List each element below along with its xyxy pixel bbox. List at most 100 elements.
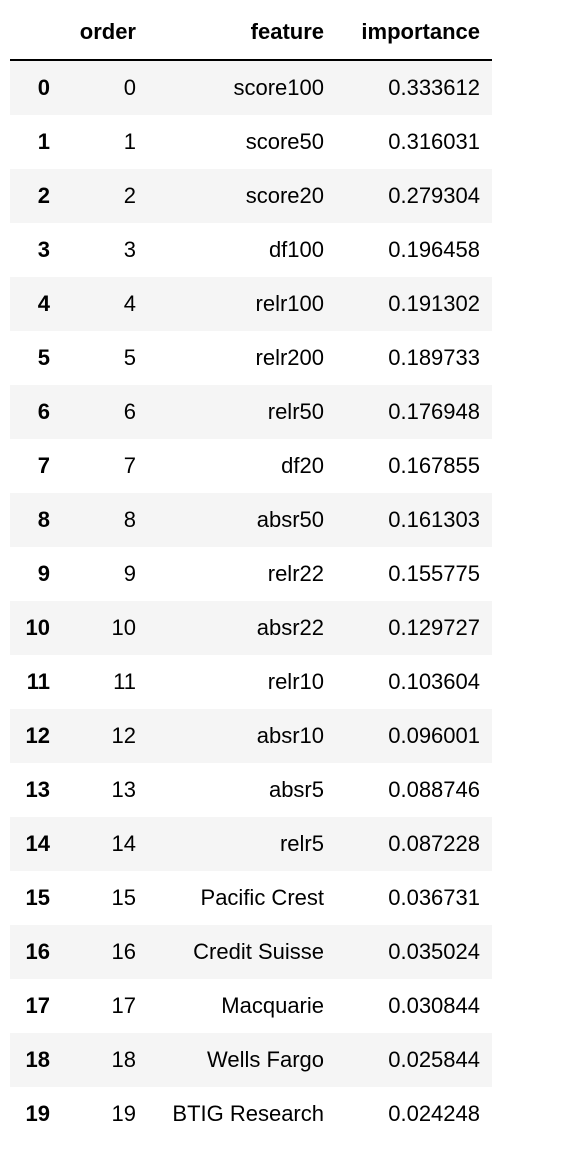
row-index: 17 <box>25 993 50 1018</box>
row-index: 13 <box>25 777 50 802</box>
row-index: 15 <box>25 885 50 910</box>
cell-importance: 0.189733 <box>388 345 480 370</box>
cell-importance: 0.176948 <box>388 399 480 424</box>
row-index: 19 <box>25 1101 50 1126</box>
cell-feature: df100 <box>268 237 324 262</box>
row-index: 3 <box>37 237 50 262</box>
cell-feature: BTIG Research <box>172 1101 324 1126</box>
table-row: 9 9 relr22 0.155775 <box>10 547 492 601</box>
row-index: 5 <box>37 345 50 370</box>
cell-feature: relr50 <box>267 399 324 424</box>
cell-order: 11 <box>113 669 136 694</box>
row-index: 1 <box>37 129 50 154</box>
cell-feature: Pacific Crest <box>200 885 324 910</box>
cell-importance: 0.316031 <box>388 129 480 154</box>
cell-order: 0 <box>123 75 136 100</box>
header-row: order feature importance <box>10 5 492 61</box>
cell-feature: Credit Suisse <box>193 939 324 964</box>
row-index: 10 <box>25 615 50 640</box>
header-index <box>10 5 50 61</box>
table-row: 17 17 Macquarie 0.030844 <box>10 979 492 1033</box>
table-row: 2 2 score20 0.279304 <box>10 169 492 223</box>
table-row: 5 5 relr200 0.189733 <box>10 331 492 385</box>
cell-importance: 0.088746 <box>388 777 480 802</box>
cell-order: 17 <box>111 993 136 1018</box>
table-row: 10 10 absr22 0.129727 <box>10 601 492 655</box>
row-index: 8 <box>37 507 50 532</box>
table-body: 0 0 score100 0.333612 1 1 score50 0.316031 2 2 sco… <box>10 60 492 1141</box>
cell-importance: 0.129727 <box>388 615 480 640</box>
cell-order: 12 <box>111 723 136 748</box>
table-row: 4 4 relr100 0.191302 <box>10 277 492 331</box>
cell-order: 6 <box>123 399 136 424</box>
cell-importance: 0.196458 <box>388 237 480 262</box>
cell-order: 7 <box>123 453 136 478</box>
cell-importance: 0.161303 <box>388 507 480 532</box>
row-index: 14 <box>25 831 50 856</box>
cell-importance: 0.024248 <box>388 1101 480 1126</box>
cell-feature: Wells Fargo <box>207 1047 324 1072</box>
row-index: 11 <box>26 669 50 694</box>
cell-feature: relr10 <box>267 669 324 694</box>
cell-importance: 0.279304 <box>388 183 480 208</box>
cell-importance: 0.333612 <box>388 75 480 100</box>
cell-feature: df20 <box>281 453 324 478</box>
cell-feature: score50 <box>245 129 324 154</box>
table-row: 11 11 relr10 0.103604 <box>10 655 492 709</box>
cell-feature: absr10 <box>256 723 324 748</box>
cell-order: 18 <box>111 1047 136 1072</box>
cell-importance: 0.025844 <box>388 1047 480 1072</box>
table-row: 3 3 df100 0.196458 <box>10 223 492 277</box>
table-row: 19 19 BTIG Research 0.024248 <box>10 1087 492 1141</box>
cell-feature: relr200 <box>255 345 324 370</box>
table-row: 7 7 df20 0.167855 <box>10 439 492 493</box>
row-index: 7 <box>37 453 50 478</box>
row-index: 16 <box>25 939 50 964</box>
cell-order: 4 <box>123 291 136 316</box>
cell-importance: 0.103604 <box>388 669 480 694</box>
cell-order: 16 <box>111 939 136 964</box>
cell-feature: Macquarie <box>221 993 324 1018</box>
cell-feature: score100 <box>233 75 324 100</box>
cell-importance: 0.087228 <box>388 831 480 856</box>
cell-order: 3 <box>123 237 136 262</box>
row-index: 2 <box>37 183 50 208</box>
table-row: 0 0 score100 0.333612 <box>10 60 492 115</box>
cell-feature: relr22 <box>267 561 324 586</box>
cell-feature: absr22 <box>256 615 324 640</box>
cell-importance: 0.035024 <box>388 939 480 964</box>
header-order: order <box>50 5 136 61</box>
cell-feature: relr100 <box>255 291 324 316</box>
table-row: 6 6 relr50 0.176948 <box>10 385 492 439</box>
cell-order: 9 <box>123 561 136 586</box>
cell-order: 2 <box>123 183 136 208</box>
table-row: 16 16 Credit Suisse 0.035024 <box>10 925 492 979</box>
header-feature: feature <box>136 5 324 61</box>
cell-order: 19 <box>111 1101 136 1126</box>
table-row: 18 18 Wells Fargo 0.025844 <box>10 1033 492 1087</box>
table-row: 12 12 absr10 0.096001 <box>10 709 492 763</box>
table-row: 8 8 absr50 0.161303 <box>10 493 492 547</box>
cell-feature: absr50 <box>256 507 324 532</box>
row-index: 9 <box>37 561 50 586</box>
table-row: 14 14 relr5 0.087228 <box>10 817 492 871</box>
cell-order: 1 <box>123 129 136 154</box>
table-row: 1 1 score50 0.316031 <box>10 115 492 169</box>
cell-order: 5 <box>123 345 136 370</box>
dataframe-table: order feature importance 0 0 score100 0.333… <box>10 5 492 1141</box>
cell-order: 8 <box>123 507 136 532</box>
table-row: 13 13 absr5 0.088746 <box>10 763 492 817</box>
cell-order: 14 <box>111 831 136 856</box>
row-index: 6 <box>37 399 50 424</box>
cell-importance: 0.036731 <box>388 885 480 910</box>
cell-importance: 0.167855 <box>388 453 480 478</box>
cell-importance: 0.191302 <box>388 291 480 316</box>
row-index: 18 <box>25 1047 50 1072</box>
cell-feature: absr5 <box>268 777 324 802</box>
cell-order: 15 <box>111 885 136 910</box>
cell-order: 13 <box>111 777 136 802</box>
cell-importance: 0.030844 <box>388 993 480 1018</box>
row-index: 12 <box>25 723 50 748</box>
cell-order: 10 <box>111 615 136 640</box>
cell-feature: relr5 <box>279 831 324 856</box>
